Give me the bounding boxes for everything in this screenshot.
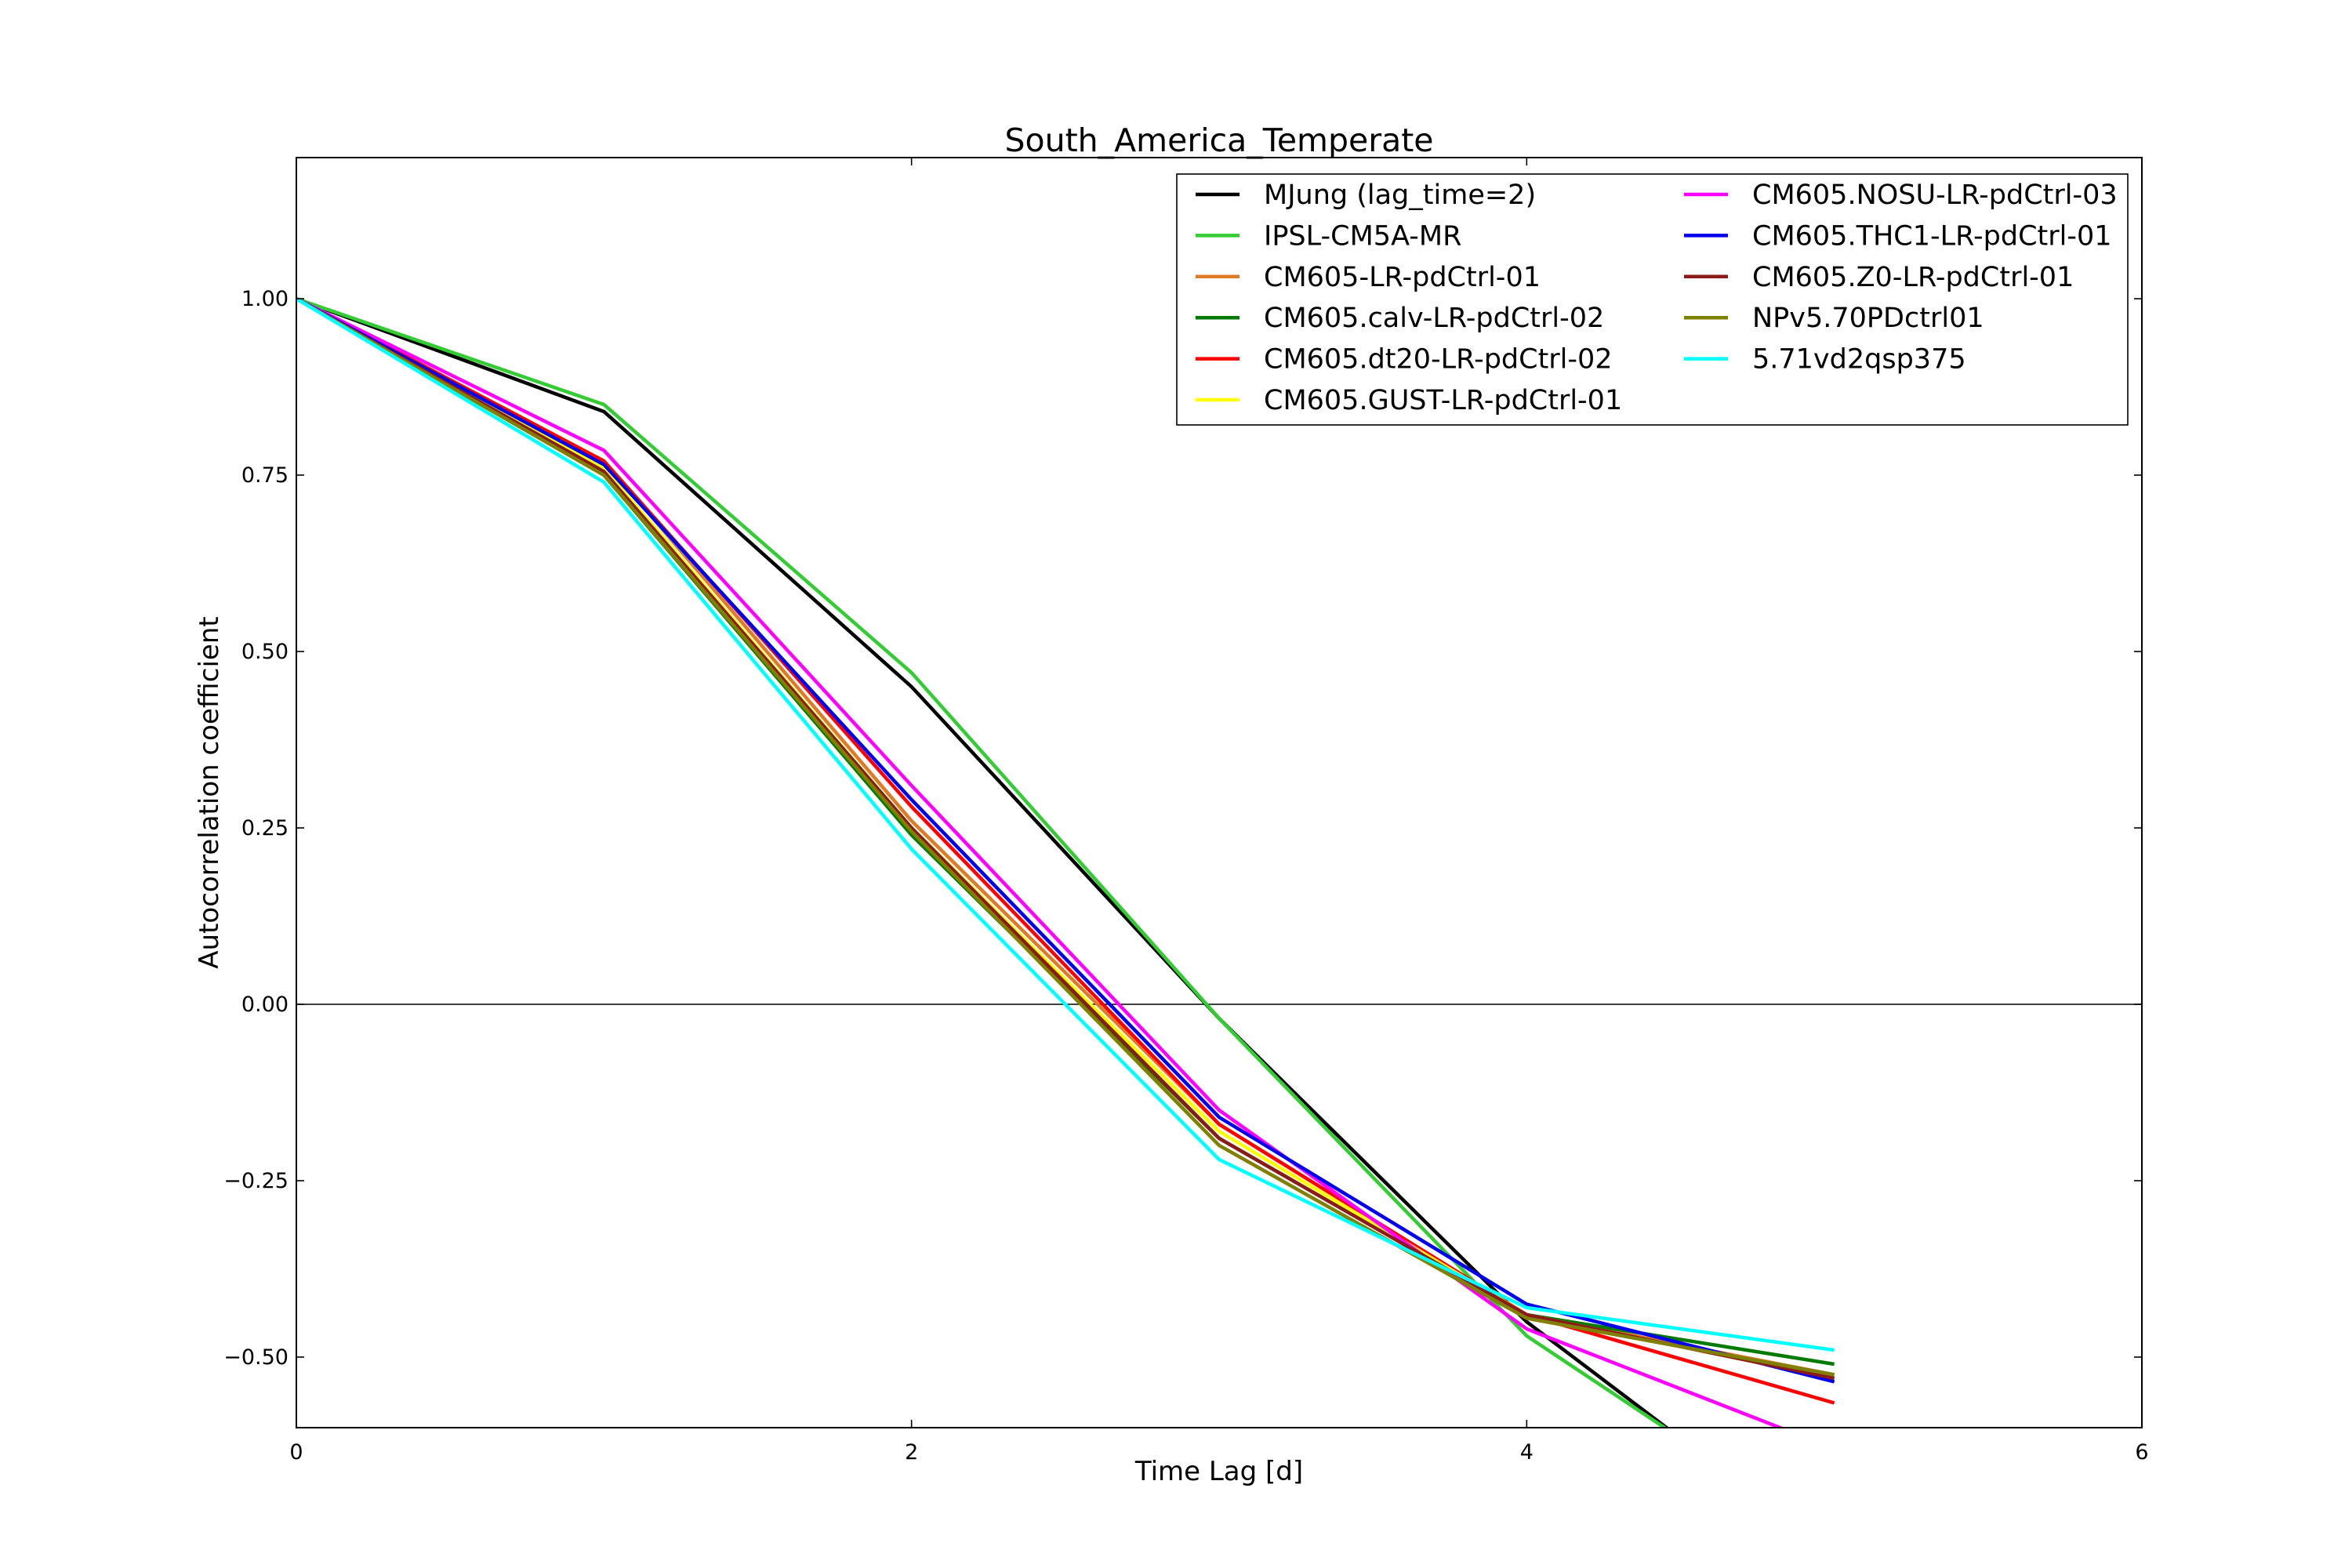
legend-entry-label: CM605.dt20-LR-pdCtrl-02 [1264, 344, 1613, 376]
series-line-11 [296, 297, 1835, 1352]
legend-entry-label: NPv5.70PDctrl01 [1752, 303, 1984, 334]
legend: MJung (lag_time=2) IPSL-CM5A-MR CM605-LR-p… [1176, 173, 2129, 426]
legend-entry-label: CM605.calv-LR-pdCtrl-02 [1264, 303, 1604, 334]
y-axis-label: Autocorrelation coefficient [194, 616, 225, 968]
legend-entry-label: CM605.NOSU-LR-pdCtrl-03 [1752, 180, 2118, 211]
legend-entry-label: CM605.Z0-LR-pdCtrl-01 [1752, 262, 2074, 293]
series-line-7 [296, 296, 1785, 1428]
x-tick-label: 4 [1520, 1440, 1534, 1465]
chart-title: South_America_Temperate [1004, 122, 1433, 159]
y-tick-label: −0.50 [223, 1345, 289, 1370]
legend-entry-label: MJung (lag_time=2) [1264, 180, 1536, 211]
legend-entry-label: CM605.GUST-LR-pdCtrl-01 [1264, 385, 1622, 416]
x-tick-label: 0 [289, 1440, 303, 1465]
axis-ticks: 0 2 4 6 −0.50 −0.25 0.00 0.25 0.50 0.75 1.00 [223, 158, 2149, 1465]
plot-frame [296, 157, 2143, 1428]
legend-entry-label: IPSL-CM5A-MR [1264, 220, 1461, 252]
y-tick-label: 1.00 [241, 287, 289, 311]
x-tick-label: 2 [905, 1440, 918, 1465]
y-tick-label: 0.50 [241, 640, 289, 664]
y-tick-label: 0.75 [241, 463, 289, 488]
x-tick-label: 6 [2135, 1440, 2148, 1465]
series-layer [296, 296, 1835, 1428]
series-line-2 [296, 296, 1668, 1428]
y-tick-label: 0.00 [241, 993, 289, 1017]
legend-entry-label: CM605.THC1-LR-pdCtrl-01 [1752, 220, 2112, 252]
series-line-8 [296, 297, 1835, 1384]
legend-box [1176, 173, 2129, 426]
legend-entry-label: CM605-LR-pdCtrl-01 [1264, 262, 1541, 293]
series-line-9 [296, 297, 1835, 1381]
x-axis-label: Time Lag [d] [1134, 1456, 1303, 1487]
series-line-10 [296, 297, 1835, 1377]
y-tick-label: −0.25 [223, 1169, 289, 1193]
y-tick-label: 0.25 [241, 816, 289, 840]
series-line-1 [296, 296, 1670, 1428]
legend-entry-label: 5.71vd2qsp375 [1752, 344, 1966, 376]
